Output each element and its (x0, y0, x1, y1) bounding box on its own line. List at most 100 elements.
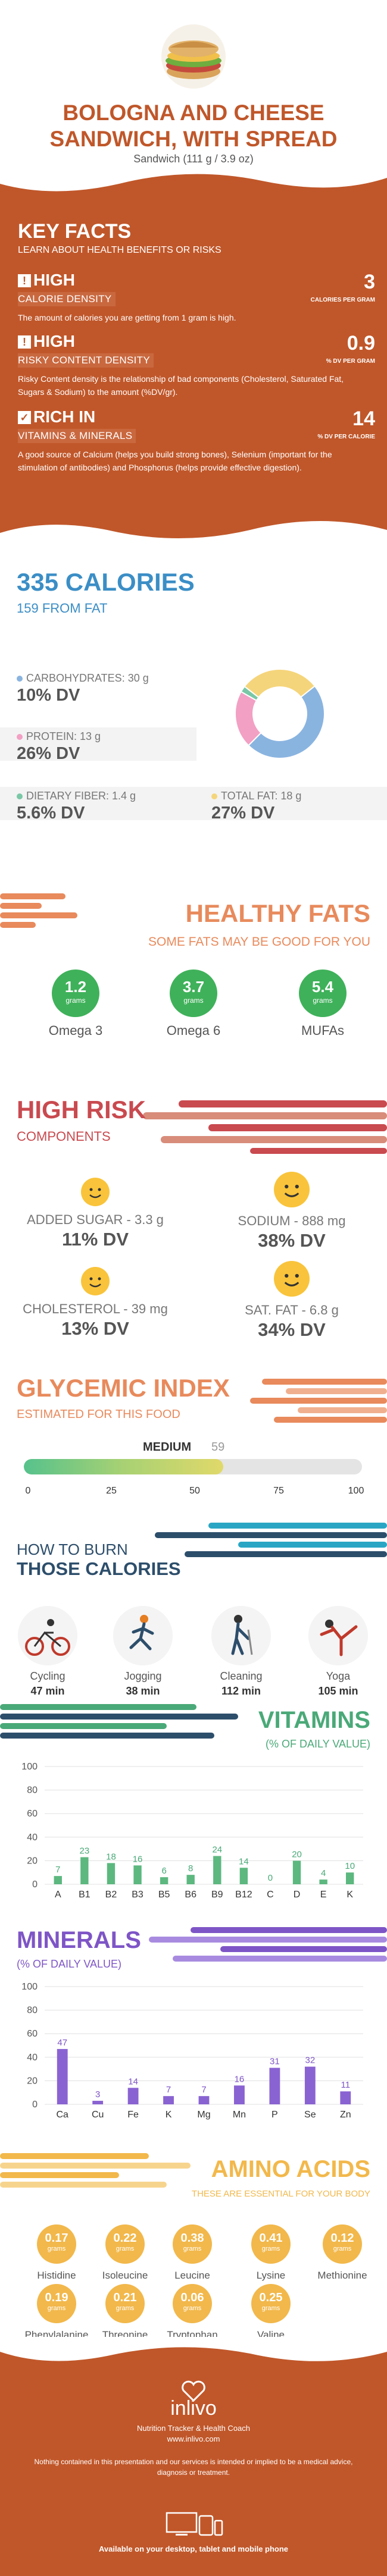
fat-dot-icon (211, 793, 217, 799)
fat-circle: 3.7 grams (170, 969, 217, 1017)
vitamins-section: VITAMINS (% OF DAILY VALUE) 0 20 40 60 80 100… (0, 1695, 387, 1915)
devices-icon (166, 2512, 223, 2536)
amino-name: Histidine (37, 2270, 76, 2281)
amino-leucine: 0.38 grams Leucine (154, 2224, 231, 2282)
sandwich-image (161, 24, 226, 89)
decor-stripes (0, 893, 77, 928)
glycemic-tick: 50 (189, 1486, 200, 1496)
healthy-fats-section: HEALTHY FATS SOME FATS MAY BE GOOD FOR Y… (0, 880, 387, 1071)
bar-P (269, 2067, 280, 2104)
healthy-fats-title: HEALTHY FATS (185, 899, 370, 927)
vitamins-subtitle: (% OF DAILY VALUE) (265, 1738, 370, 1750)
bar-Fe (127, 2088, 139, 2104)
glycemic-value: 59 (211, 1441, 225, 1454)
amino-value: 0.41 (259, 2232, 283, 2245)
decor-stripes (143, 1100, 387, 1154)
glycemic-subtitle: ESTIMATED FOR THIS FOOD (17, 1408, 180, 1421)
bar-value-label: 31 (270, 2057, 280, 2067)
x-tick-label: B1 (79, 1890, 90, 1900)
activity-minutes: 47 min (30, 1685, 65, 1697)
x-tick-label: Zn (340, 2110, 351, 2120)
key-facts-subtitle: LEARN ABOUT HEALTH BENEFITS OR RISKS (18, 245, 221, 255)
activity-name: Yoga (326, 1670, 351, 1682)
fact-risky-density: ! HIGH RISKY CONTENT DENSITY 0.9 % DV PER… (18, 332, 375, 399)
fact-calorie-density: ! HIGH CALORIE DENSITY 3 CALORIES PER GRA… (18, 271, 375, 324)
fat-circle: 1.2 grams (52, 969, 99, 1017)
amino-unit: grams (183, 2245, 202, 2252)
bar-value-label: 7 (55, 1865, 60, 1875)
availability-text: Available on your desktop, tablet and mo… (98, 2544, 289, 2553)
macro-fat: TOTAL FAT: 18 g 27% DV (211, 790, 301, 823)
macro-donut-chart (235, 669, 325, 759)
bar-value-label: 7 (166, 2085, 171, 2095)
healthy-fats-subtitle: SOME FATS MAY BE GOOD FOR YOU (148, 935, 370, 949)
y-tick-label: 40 (27, 2053, 38, 2063)
wave-bottom (0, 521, 387, 548)
x-tick-label: Cu (92, 2110, 104, 2120)
glycemic-title: GLYCEMIC INDEX (17, 1374, 230, 1402)
amino-unit: grams (333, 2245, 352, 2252)
fact-value: 3 (364, 271, 375, 293)
activity-minutes: 38 min (126, 1685, 160, 1697)
warning-icon: ! (18, 335, 31, 349)
bar-Zn (340, 2091, 351, 2104)
bar-B5 (160, 1877, 168, 1884)
vitamins-chart: 0204060801007A23B118B216B36B58B624B914B1… (21, 1762, 363, 1900)
bar-Ca (57, 2048, 68, 2104)
x-tick-label: Mn (233, 2110, 246, 2120)
bar-value-label: 10 (345, 1861, 355, 1871)
stripe (0, 727, 196, 761)
title-line-1: BOLOGNA AND CHEESE (63, 101, 324, 125)
website-link[interactable]: www.inlivo.com (167, 2434, 220, 2443)
amino-unit: grams (116, 2245, 135, 2252)
amino-histidine: 0.17 grams Histidine (18, 2224, 95, 2282)
y-tick-label: 100 (21, 1982, 38, 1992)
amino-unit: grams (116, 2305, 135, 2312)
y-tick-label: 60 (27, 1809, 38, 1819)
minerals-title: MINERALS (17, 1927, 141, 1953)
fact-level: HIGH (33, 332, 75, 350)
bar-value-label: 14 (239, 1856, 249, 1866)
bar-D (292, 1860, 301, 1884)
bar-value-label: 0 (268, 1873, 273, 1883)
decor-stripes (0, 1704, 238, 1739)
amino-circle: 0.41 grams (251, 2224, 291, 2264)
bar-Se (304, 2066, 316, 2104)
x-tick-label: E (320, 1890, 327, 1900)
fact-value: 14 (352, 407, 375, 430)
jogging-icon (113, 1606, 173, 1665)
stripe (0, 787, 387, 820)
fat-value: 1.2 (64, 978, 87, 996)
fat-name: Omega 3 (48, 1023, 103, 1038)
fat-omega-3: 1.2 grams Omega 3 (34, 969, 117, 1038)
activity-minutes: 105 min (318, 1685, 358, 1697)
x-tick-label: P (271, 2110, 278, 2120)
bar-value-label: 11 (341, 2080, 350, 2090)
fact-unit: % DV PER GRAM (326, 358, 375, 365)
glycemic-tick: 0 (25, 1486, 31, 1496)
macro-label: TOTAL FAT: 18 g (221, 790, 302, 802)
burn-title-line-2: THOSE CALORIES (17, 1558, 181, 1579)
bar-Cu (92, 2101, 104, 2104)
fact-label: RISKY CONTENT DENSITY (18, 353, 154, 368)
bar-value-label: 23 (80, 1846, 90, 1856)
cleaning-icon (211, 1606, 271, 1665)
amino-isoleucine: 0.22 grams Isoleucine (86, 2224, 164, 2282)
inlivo-logo[interactable]: inlivo (170, 2397, 217, 2420)
amino-tryptophan: 0.06 grams Tryptophan (154, 2284, 231, 2341)
x-tick-label: Mg (197, 2110, 210, 2120)
macro-protein: PROTEIN: 13 g 26% DV (17, 730, 101, 764)
x-tick-label: Fe (127, 2110, 139, 2120)
amino-valine: 0.25 grams Valine (232, 2284, 310, 2341)
macro-dv: 5.6% DV (17, 804, 85, 823)
fact-unit: CALORIES PER GRAM (310, 297, 375, 303)
bar-B2 (107, 1863, 116, 1884)
bar-K (163, 2096, 174, 2104)
fact-level: RICH IN (33, 407, 96, 426)
check-icon: ✓ (18, 411, 31, 424)
decor-stripes (149, 1927, 387, 1962)
risk-label: CHOLESTEROL - 39 mg (23, 1301, 168, 1316)
bar-value-label: 8 (188, 1863, 193, 1874)
amino-unit: grams (261, 2245, 280, 2252)
activity-name: Cleaning (220, 1670, 263, 1682)
